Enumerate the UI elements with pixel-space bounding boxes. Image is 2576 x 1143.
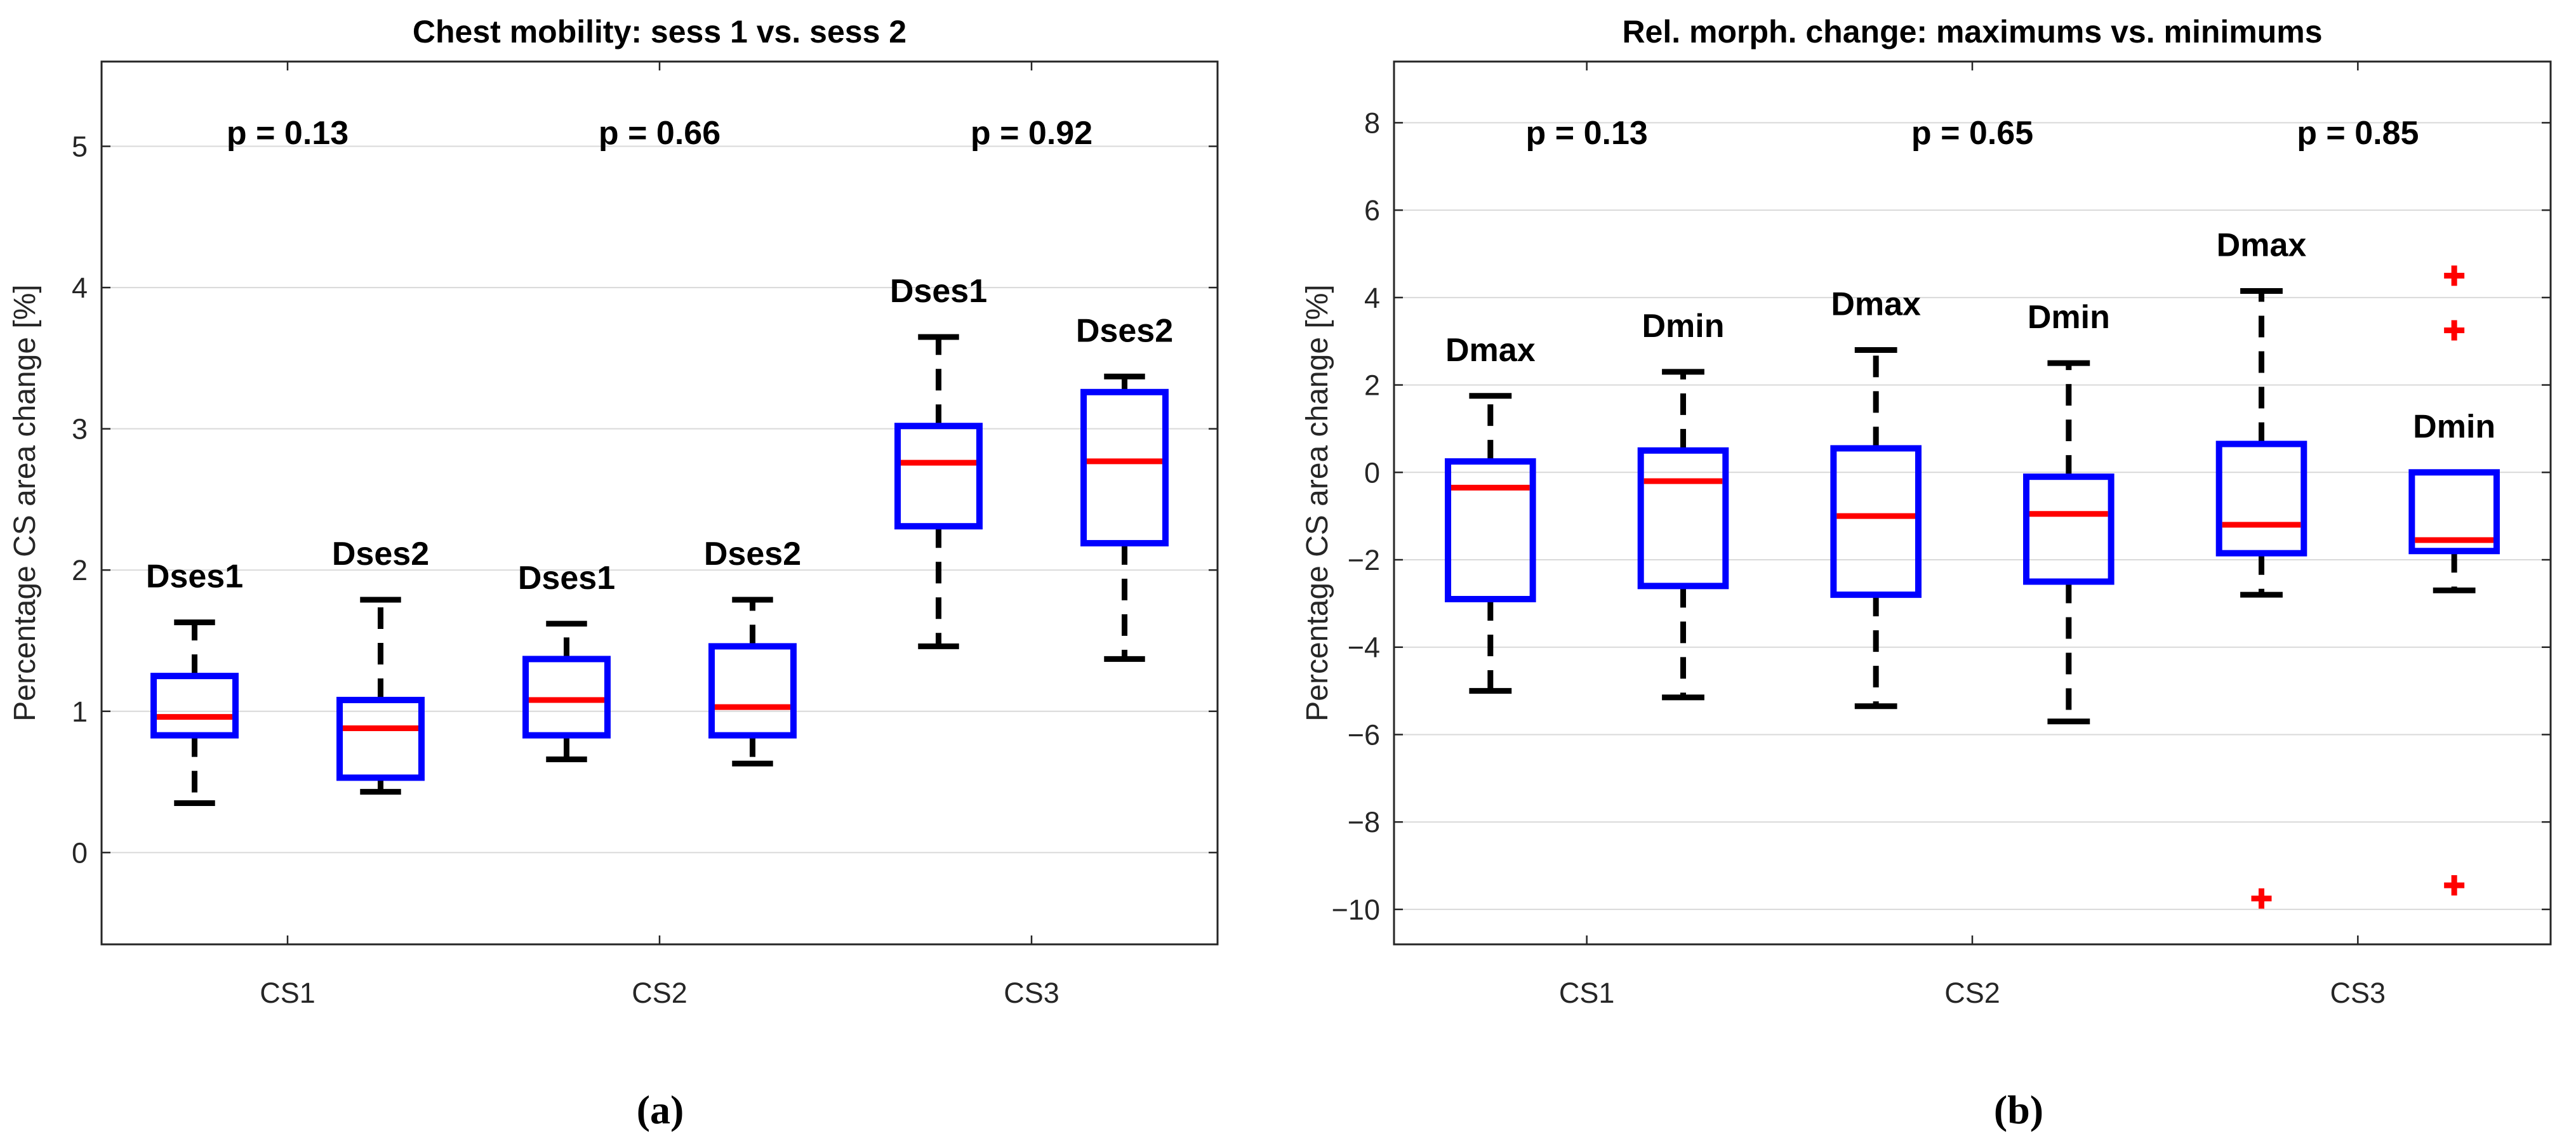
box-iqr: [150, 673, 239, 739]
y-tick-label: 0: [72, 836, 88, 869]
x-tick-label-cs1: CS1: [260, 977, 315, 1009]
y-tick-label: −8: [1348, 806, 1380, 838]
chart-panel-b: −10 −8 −6 −4 −2 0 2 4 6 8 CS1 p = 0.13 CS2 p = 0.65 CS…: [1301, 14, 2552, 1009]
box-cs2-dses1: Dses1: [518, 560, 615, 762]
p-value-cs3: p = 0.92: [971, 115, 1092, 152]
y-tick-label: 6: [1364, 194, 1380, 227]
box-cs1-dses1: Dses1: [146, 558, 243, 806]
p-value-cs2: p = 0.66: [599, 115, 720, 152]
y-tick-label: 4: [1364, 282, 1380, 314]
y-tick-label: −6: [1348, 718, 1380, 751]
box-label: Dses1: [890, 273, 987, 310]
y-tick-label: 4: [72, 272, 88, 304]
x-tick-label-cs2: CS2: [1944, 977, 2000, 1009]
box-iqr: [2408, 469, 2500, 555]
box-label: Dses1: [518, 560, 615, 597]
plot-area: [1394, 62, 2551, 944]
box-iqr: [2215, 440, 2307, 557]
p-value-cs2: p = 0.65: [1911, 115, 2033, 152]
box-label: Dmin: [2028, 299, 2110, 336]
box-label: Dmin: [2413, 408, 2495, 445]
p-value-cs1: p = 0.13: [1526, 115, 1648, 152]
box-cs3-dses2: Dses2: [1076, 312, 1173, 662]
p-value-cs1: p = 0.13: [227, 115, 349, 152]
x-tick-label-cs2: CS2: [632, 977, 687, 1009]
y-tick-label: −2: [1348, 544, 1380, 576]
y-tick-label: 3: [72, 413, 88, 446]
box-label: Dmax: [1831, 286, 1921, 322]
chart-panel-a: 0 1 2 3 4 5 CS1 p = 0.13 CS2 p = 0.66 CS3 p = 0.92 D…: [8, 14, 1219, 1009]
box-cs2-dmax: Dmax: [1830, 286, 1922, 710]
box-iqr: [1637, 447, 1729, 590]
p-value-cs3: p = 0.85: [2297, 115, 2419, 152]
y-tick-label: −4: [1348, 631, 1380, 664]
box-label: Dmax: [1445, 332, 1536, 369]
box-iqr: [522, 656, 611, 739]
panel-label-b: (b): [1994, 1087, 2043, 1132]
box-iqr: [2023, 473, 2115, 585]
box-label: Dses1: [146, 558, 243, 595]
y-tick-label: 2: [72, 554, 88, 586]
axes-frame: [1393, 60, 2552, 946]
box-cs3-dmax: Dmax: [2215, 227, 2307, 909]
box-cs2-dses2: Dses2: [704, 536, 801, 767]
box-cs3-dses1: Dses1: [890, 273, 987, 649]
box-label: Dses2: [332, 536, 429, 572]
y-tick-label: 1: [72, 696, 88, 728]
y-tick-label: 0: [1364, 456, 1380, 489]
box-cs1-dmin: Dmin: [1637, 308, 1729, 701]
y-axis-label: Percentage CS area change [%]: [1301, 284, 1334, 721]
x-tick-label-cs1: CS1: [1559, 977, 1615, 1009]
box-cs1-dses2: Dses2: [332, 536, 429, 795]
y-tick-label: 2: [1364, 369, 1380, 402]
outlier-marker: [2444, 265, 2465, 286]
panel-label-a: (a): [637, 1087, 684, 1132]
y-tick-label: 8: [1364, 107, 1380, 139]
axes-frame: [100, 60, 1219, 946]
box-cs2-dmin: Dmin: [2023, 299, 2115, 725]
y-axis-label: Percentage CS area change [%]: [8, 284, 42, 721]
box-iqr: [1080, 388, 1169, 546]
box-cs3-dmin: Dmin: [2408, 265, 2500, 896]
outlier-marker: [2444, 875, 2465, 896]
outlier-marker: [2444, 320, 2465, 341]
x-tick-label-cs3: CS3: [2330, 977, 2386, 1009]
box-iqr: [336, 696, 425, 781]
chart-title: Rel. morph. change: maximums vs. minimum…: [1622, 14, 2322, 50]
plot-area: [102, 62, 1218, 944]
box-iqr: [1445, 458, 1536, 602]
box-cs1-dmax: Dmax: [1445, 332, 1536, 694]
box-label: Dmax: [2217, 227, 2307, 264]
box-iqr: [1830, 445, 1922, 598]
chart-title: Chest mobility: sess 1 vs. sess 2: [413, 14, 906, 50]
x-tick-label-cs3: CS3: [1004, 977, 1059, 1009]
y-tick-label: 5: [72, 131, 88, 163]
box-label: Dses2: [1076, 312, 1173, 349]
box-iqr: [894, 423, 983, 530]
outlier-marker: [2251, 888, 2272, 909]
box-label: Dses2: [704, 536, 801, 572]
box-iqr: [708, 643, 797, 739]
y-tick-label: −10: [1332, 894, 1380, 926]
box-label: Dmin: [1642, 308, 1725, 345]
